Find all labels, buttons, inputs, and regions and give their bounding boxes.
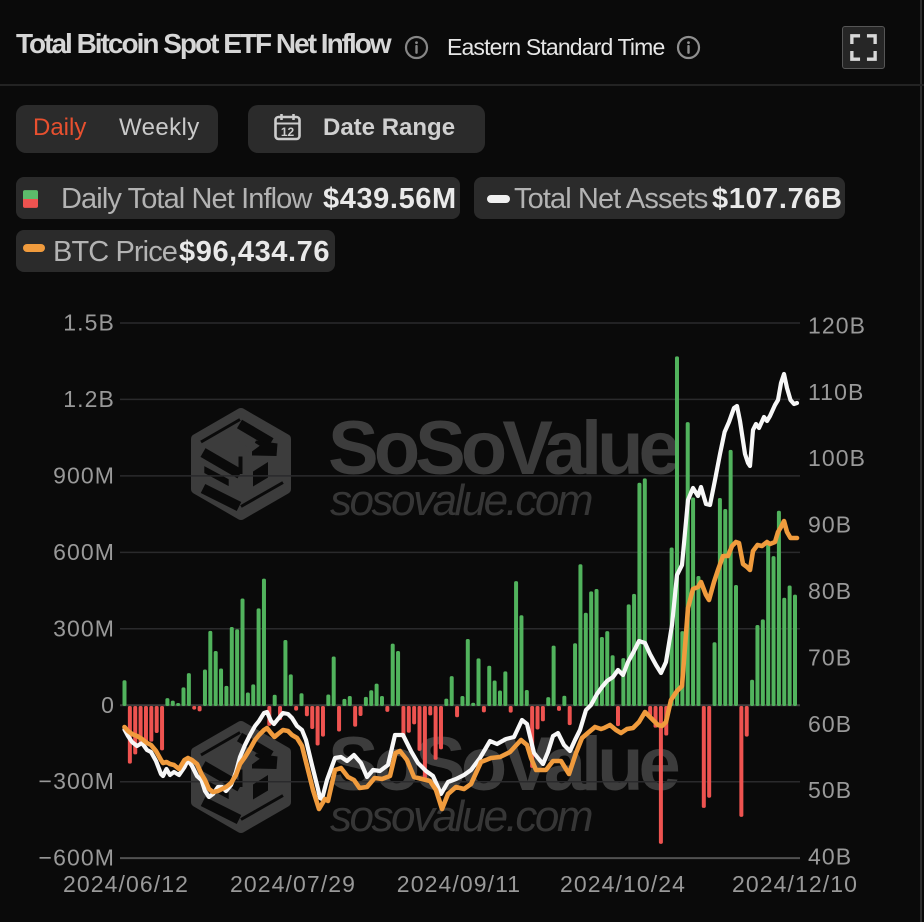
- svg-text:12: 12: [281, 125, 295, 139]
- svg-text:60B: 60B: [808, 711, 852, 737]
- svg-text:SoSoValue: SoSoValue: [328, 406, 679, 491]
- svg-text:300M: 300M: [53, 615, 115, 641]
- svg-text:2024/12/10: 2024/12/10: [732, 871, 858, 897]
- svg-text:600M: 600M: [53, 539, 115, 565]
- svg-text:−600M: −600M: [39, 845, 115, 871]
- svg-text:sosovalue.com: sosovalue.com: [330, 792, 592, 841]
- svg-text:0: 0: [101, 692, 115, 718]
- svg-text:−300M: −300M: [39, 768, 115, 794]
- svg-text:80B: 80B: [808, 578, 852, 604]
- svg-text:40B: 40B: [808, 844, 852, 870]
- svg-text:900M: 900M: [53, 462, 115, 488]
- svg-text:2024/09/11: 2024/09/11: [397, 871, 521, 897]
- svg-text:110B: 110B: [808, 379, 864, 405]
- svg-text:120B: 120B: [808, 313, 866, 339]
- svg-text:100B: 100B: [808, 445, 866, 471]
- svg-text:2024/10/24: 2024/10/24: [560, 871, 686, 897]
- svg-text:90B: 90B: [808, 512, 852, 538]
- svg-text:1.5B: 1.5B: [63, 310, 115, 336]
- svg-text:70B: 70B: [808, 644, 852, 670]
- svg-text:2024/06/12: 2024/06/12: [63, 871, 189, 897]
- svg-text:1.2B: 1.2B: [63, 386, 115, 412]
- svg-text:sosovalue.com: sosovalue.com: [330, 476, 592, 525]
- svg-text:2024/07/29: 2024/07/29: [230, 871, 356, 897]
- svg-text:50B: 50B: [808, 777, 852, 803]
